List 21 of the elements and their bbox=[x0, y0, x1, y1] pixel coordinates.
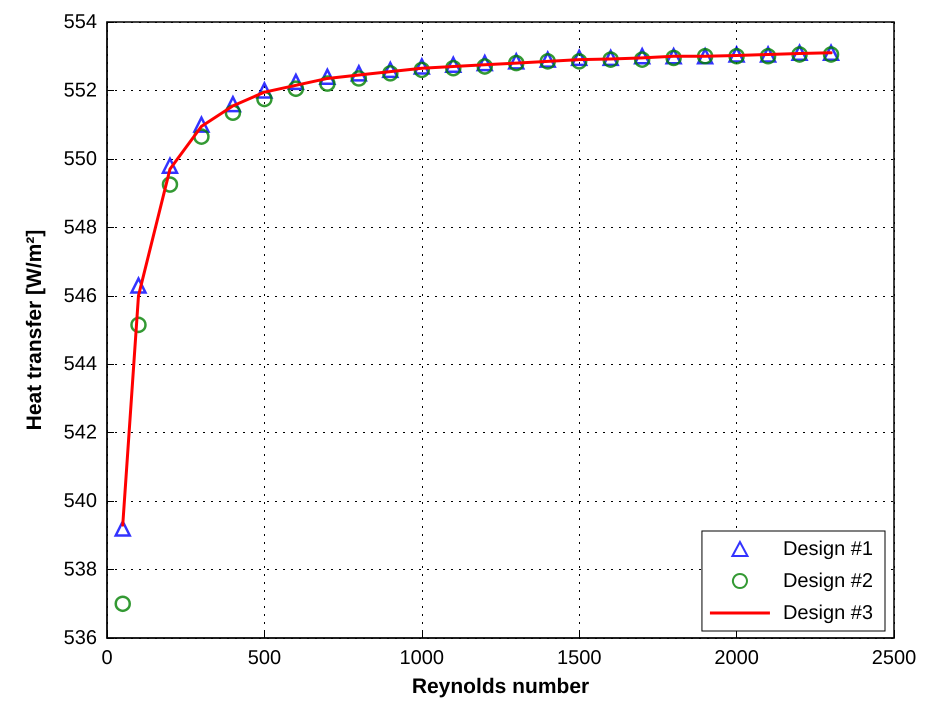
x-axis-title: Reynolds number bbox=[412, 675, 590, 698]
y-tick-label: 552 bbox=[64, 79, 97, 102]
y-tick-label: 540 bbox=[64, 490, 97, 512]
x-tick-label: 1500 bbox=[556, 647, 602, 669]
x-tick-label: 500 bbox=[248, 647, 282, 669]
legend-label: Design #3 bbox=[782, 602, 874, 624]
y-tick-label: 542 bbox=[64, 422, 97, 444]
y-tick-label: 546 bbox=[64, 284, 97, 307]
x-tick-label: 2500 bbox=[872, 647, 916, 669]
x-tick-label: 0 bbox=[101, 647, 113, 669]
legend-label: Design #2 bbox=[782, 570, 874, 592]
y-tick-label: 538 bbox=[64, 558, 97, 581]
y-tick-label: 544 bbox=[64, 353, 97, 376]
x-tick-label: 2000 bbox=[714, 647, 759, 669]
y-tick-label: 554 bbox=[64, 11, 97, 33]
y-tick-label: 548 bbox=[64, 216, 97, 238]
x-tick-label: 1000 bbox=[400, 647, 444, 669]
y-axis-title: Heat transfer [W/m²] bbox=[23, 230, 46, 430]
y-tick-label: 536 bbox=[64, 627, 97, 649]
y-tick-label: 550 bbox=[64, 148, 97, 170]
legend-label: Design #1 bbox=[782, 538, 874, 560]
